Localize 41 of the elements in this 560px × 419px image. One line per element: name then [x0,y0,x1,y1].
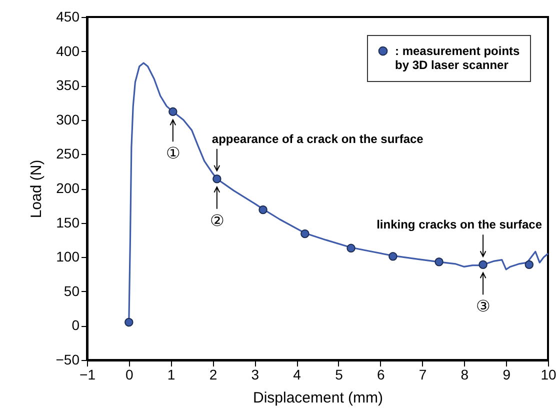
x-tick-label: 7 [418,366,427,382]
y-tick-label: 150 [56,214,80,230]
x-tick-label: 6 [376,366,385,382]
x-tick-label: 8 [460,366,469,382]
x-tick-label: 3 [251,366,260,382]
point [434,258,444,266]
point [258,205,268,214]
y-tick-label: 300 [56,111,80,128]
y-tick-label: 200 [56,180,80,196]
y-tick-label: 100 [56,248,80,265]
point [524,260,534,270]
x-tick-label: 2 [209,366,218,382]
x-tick-label: 10 [540,366,556,382]
x-tick-label: 9 [502,366,511,382]
annotation: appearance of a crack on the surface [212,132,424,146]
point [212,174,222,184]
legend-label: : measurement points by 3D laser scanner [395,44,520,72]
annotation: linking cracks on the surface [376,218,542,232]
y-axis-title: Load (N) [28,160,45,218]
x-tick-label: 1 [167,366,176,382]
y-tick-label: 350 [56,77,80,94]
annotation: ③ [476,298,490,316]
x-axis-title: Displacement (mm) [252,390,384,406]
x-tick-label: 5 [335,366,344,382]
point [346,244,356,253]
point [478,260,488,270]
y-tick-label: 250 [56,146,80,162]
point [168,107,178,116]
y-tick-label: −50 [56,352,80,368]
point [124,318,134,327]
point [388,252,398,261]
y-tick-label: 400 [56,42,80,59]
y-tick-label: 50 [64,282,80,299]
x-tick-label: −1 [80,366,96,382]
y-tick-label: 0 [72,317,80,334]
point [300,229,310,238]
annotation: ① [166,146,180,163]
x-tick-label: 0 [126,366,134,382]
y-tick-label: 450 [56,8,80,24]
x-tick-label: 4 [293,366,302,382]
annotation: ② [210,212,224,230]
